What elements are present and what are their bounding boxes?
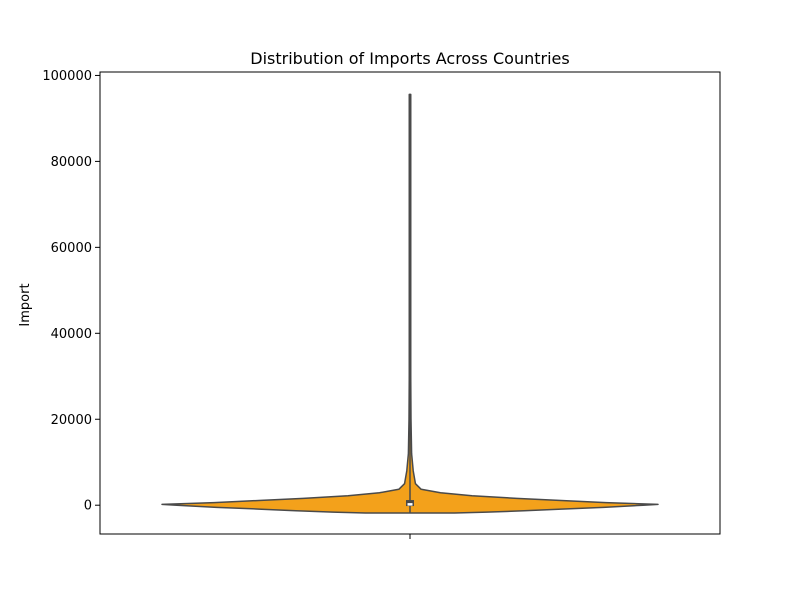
y-tick-label: 100000 bbox=[42, 69, 92, 84]
violin-median bbox=[407, 503, 413, 506]
y-tick-label: 0 bbox=[84, 499, 92, 514]
violin-plot bbox=[161, 93, 659, 514]
y-axis-label: Import bbox=[18, 283, 33, 326]
y-tick-label: 60000 bbox=[51, 241, 92, 256]
chart-title: Distribution of Imports Across Countries bbox=[250, 49, 569, 68]
y-tick-label: 80000 bbox=[51, 155, 92, 170]
y-tick-label: 20000 bbox=[51, 413, 92, 428]
violin-iqr-box bbox=[406, 500, 414, 507]
y-tick-label: 40000 bbox=[51, 327, 92, 342]
y-axis: 0 20000 40000 60000 80000 100000 bbox=[42, 69, 100, 514]
